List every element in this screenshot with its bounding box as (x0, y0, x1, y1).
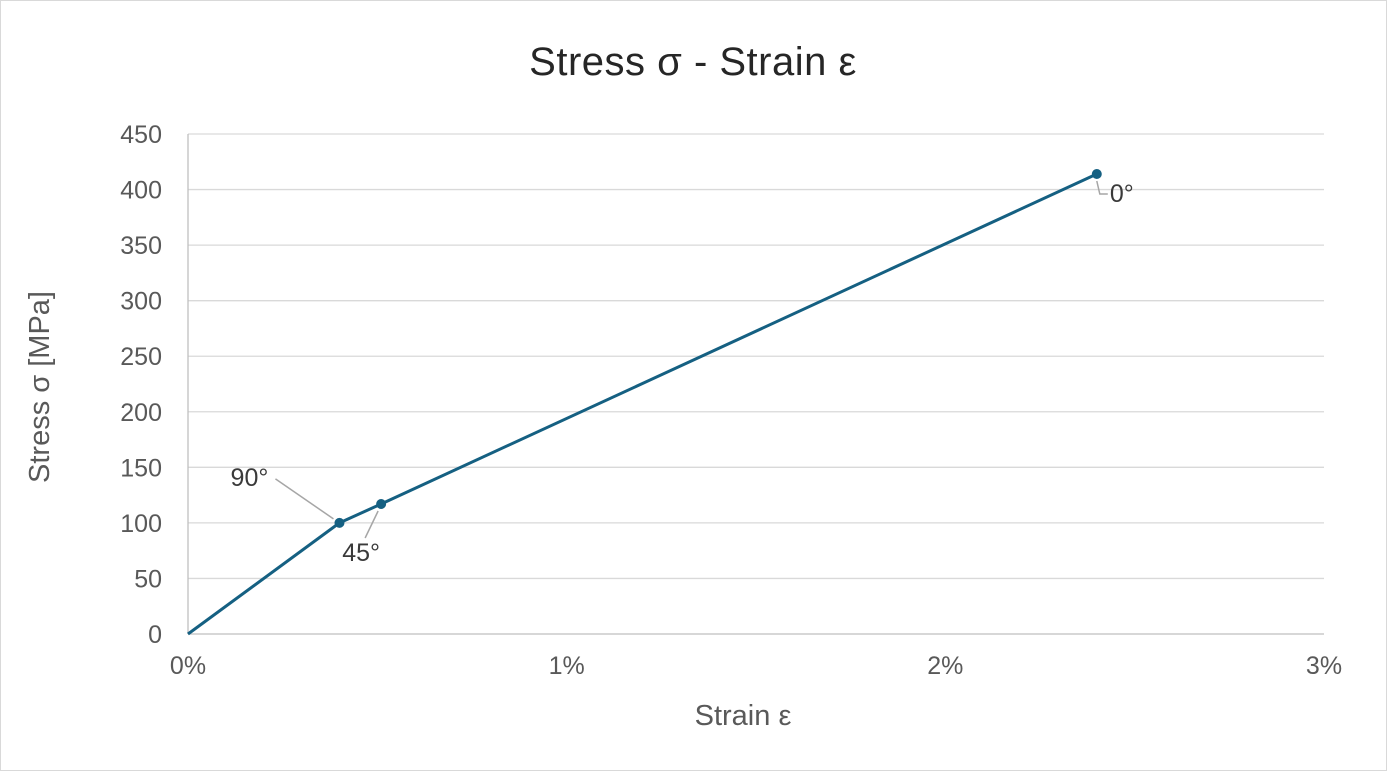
data-point-marker (334, 517, 345, 528)
data-point-marker (376, 499, 387, 509)
leader-line (1096, 180, 1108, 195)
y-axis-title: Stress σ [MPa] (24, 291, 56, 483)
x-tick-label: 2% (927, 652, 963, 680)
y-tick-label: 200 (120, 399, 162, 427)
x-axis-title: Strain ε (695, 700, 792, 732)
data-point-marker (1091, 169, 1102, 179)
x-tick-label: 0% (170, 652, 206, 680)
y-tick-label: 0 (148, 621, 162, 649)
data-point-label: 90° (231, 464, 269, 492)
y-tick-label: 400 (120, 177, 162, 205)
chart-title: Stress σ - Strain ε (529, 40, 857, 84)
y-tick-label: 150 (120, 454, 162, 482)
leader-line (275, 478, 334, 520)
y-tick-label: 100 (120, 510, 162, 538)
y-tick-label: 350 (120, 232, 162, 260)
series-line (187, 172, 1098, 636)
y-tick-label: 300 (120, 288, 162, 316)
data-point-label: 45° (342, 539, 380, 567)
y-tick-label: 450 (120, 121, 162, 149)
x-tick-label: 3% (1306, 652, 1342, 680)
leader-line (364, 510, 379, 539)
y-tick-label: 50 (134, 565, 162, 593)
x-tick-label: 1% (549, 652, 585, 680)
y-tick-label: 250 (120, 343, 162, 371)
data-point-label: 0° (1110, 180, 1134, 208)
